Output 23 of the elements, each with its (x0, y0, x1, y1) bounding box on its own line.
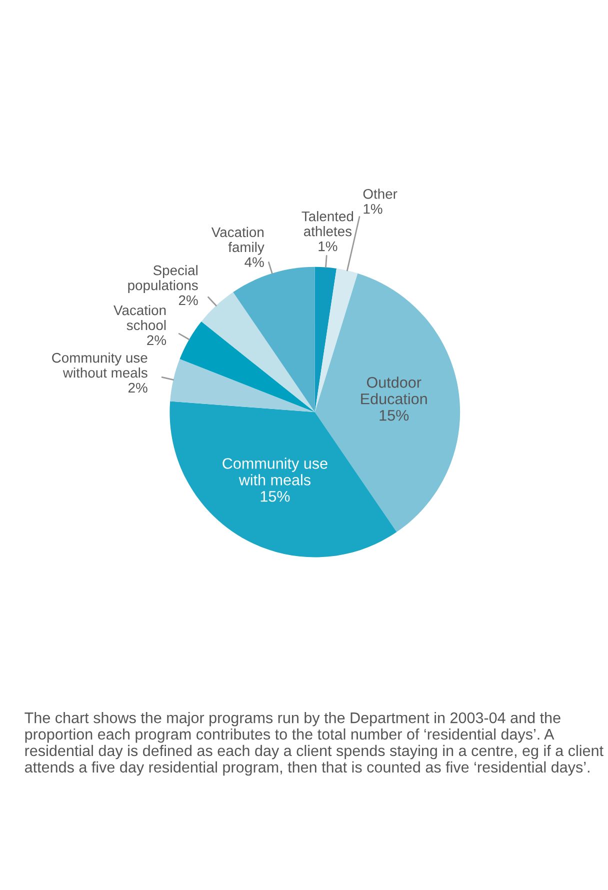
slice-label: Community use with meals (222, 458, 328, 486)
pie-slice (170, 359, 315, 412)
slice-label: Outdoor Education (361, 376, 427, 404)
data-label: 2% (128, 382, 148, 393)
pie-slice (314, 268, 358, 412)
slice-label: Vacation family (211, 226, 264, 255)
pie-slice (201, 292, 315, 412)
data-label: 15% (260, 491, 290, 502)
text: The chart shows the major programs run by the Department in 2003-04 and the proportion each program contributes to the total number of ‘residential days’. A residential day is defined as each day a client spends staying in a centre, eg if a client attends a five day residential program, then that is counted as five ‘residential days’. (24, 712, 604, 776)
data-label: 2% (147, 335, 166, 346)
data-label: 4% (244, 257, 264, 268)
pie-slice (180, 322, 315, 412)
slice-label: Talented athletes (302, 211, 354, 236)
data-label: 1% (364, 204, 382, 214)
slice-label: Other (363, 188, 398, 199)
data-label: 1% (318, 241, 338, 252)
slice-label: Special populations (128, 265, 198, 293)
data-label: 2% (178, 295, 198, 306)
slice-label: Community use without meals (52, 352, 148, 378)
pie-slice (233, 266, 315, 412)
pie-slice (314, 266, 337, 412)
data-label: 15% (380, 410, 409, 421)
slice-label: Vacation school (114, 304, 166, 330)
